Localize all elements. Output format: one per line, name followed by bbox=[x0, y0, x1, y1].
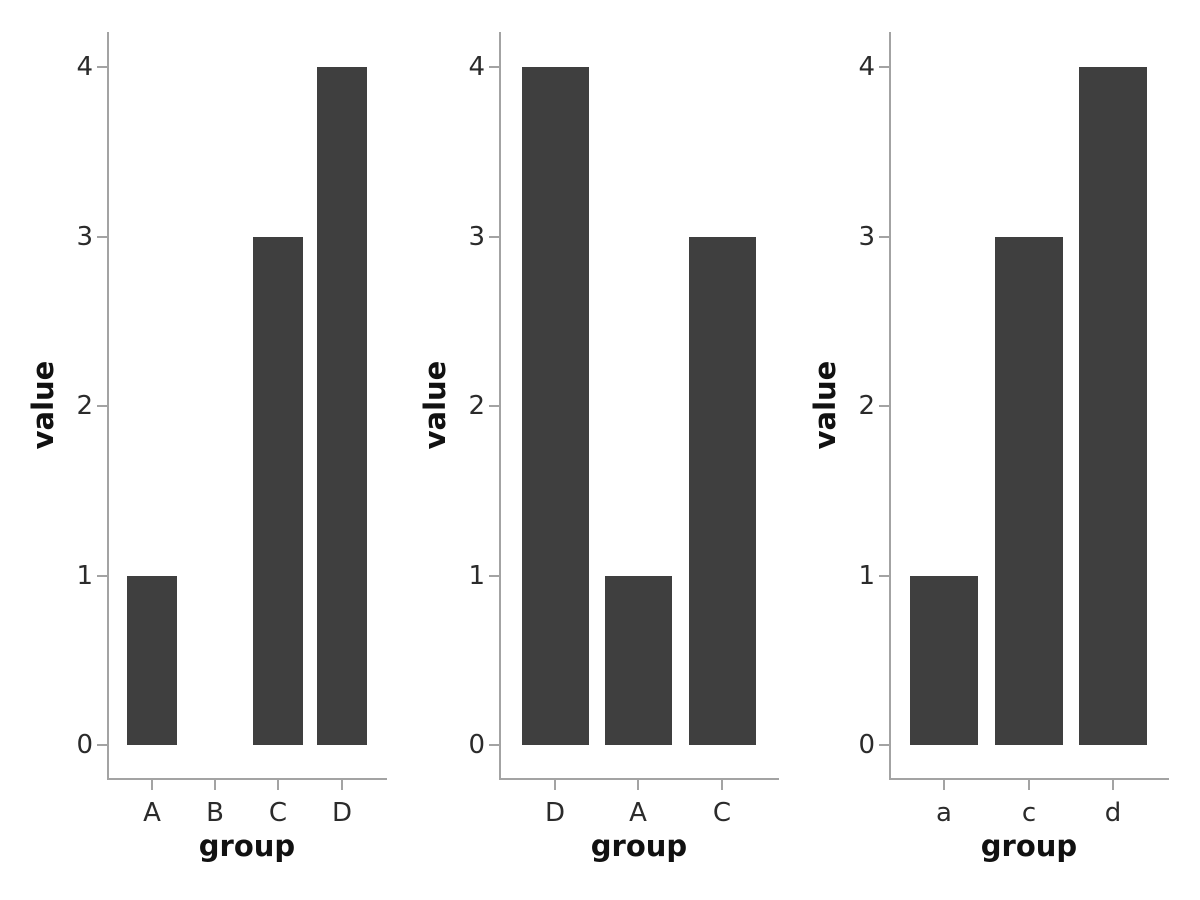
x-tick-label: D bbox=[544, 798, 566, 828]
y-tick bbox=[97, 66, 107, 69]
bar bbox=[1079, 67, 1147, 745]
x-axis-line bbox=[889, 778, 1169, 780]
bar bbox=[688, 236, 756, 745]
y-tick-label: 0 bbox=[468, 730, 485, 760]
bar bbox=[910, 575, 978, 745]
y-axis-title: value bbox=[26, 360, 60, 450]
y-tick bbox=[879, 235, 889, 238]
y-tick bbox=[97, 405, 107, 408]
x-tick bbox=[151, 780, 153, 790]
x-tick bbox=[637, 780, 639, 790]
y-tick-label: 2 bbox=[858, 391, 875, 422]
y-axis-title: value bbox=[418, 360, 452, 450]
y-tick-label: 2 bbox=[468, 391, 485, 422]
x-tick bbox=[721, 780, 723, 790]
y-tick bbox=[879, 574, 889, 577]
y-tick bbox=[489, 574, 499, 577]
x-axis-title: group bbox=[198, 829, 296, 863]
x-tick-label: A bbox=[629, 798, 647, 828]
x-tick bbox=[341, 780, 343, 790]
x-tick-label: A bbox=[143, 798, 161, 828]
y-tick bbox=[879, 66, 889, 69]
bar bbox=[127, 575, 177, 745]
y-tick-label: 4 bbox=[858, 52, 875, 83]
y-tick-label: 3 bbox=[76, 221, 93, 252]
bar bbox=[995, 236, 1063, 745]
x-tick-label: C bbox=[712, 798, 732, 828]
x-axis-title: group bbox=[590, 829, 688, 863]
x-tick bbox=[277, 780, 279, 790]
x-tick bbox=[1028, 780, 1030, 790]
y-tick-label: 1 bbox=[468, 560, 485, 591]
y-axis-line bbox=[499, 32, 501, 780]
y-tick-label: 0 bbox=[858, 730, 875, 760]
x-tick-label: d bbox=[1104, 798, 1122, 828]
y-tick-label: 3 bbox=[468, 221, 485, 252]
y-tick bbox=[489, 235, 499, 238]
x-axis-line bbox=[107, 778, 387, 780]
y-tick bbox=[97, 574, 107, 577]
x-axis-line bbox=[499, 778, 779, 780]
x-axis-title: group bbox=[980, 829, 1078, 863]
y-tick bbox=[97, 235, 107, 238]
bar bbox=[521, 67, 589, 745]
y-tick bbox=[97, 744, 107, 746]
y-tick-label: 4 bbox=[76, 52, 93, 83]
y-tick-label: 1 bbox=[76, 560, 93, 591]
y-axis-title: value bbox=[808, 360, 842, 450]
x-tick-label: a bbox=[936, 798, 952, 828]
y-tick-label: 3 bbox=[858, 221, 875, 252]
y-tick-label: 0 bbox=[76, 730, 93, 760]
x-tick bbox=[943, 780, 945, 790]
bar bbox=[253, 236, 303, 745]
x-tick bbox=[1112, 780, 1114, 790]
y-tick bbox=[879, 405, 889, 408]
x-tick-label: C bbox=[268, 798, 288, 828]
y-tick bbox=[489, 744, 499, 746]
y-tick-label: 4 bbox=[468, 52, 485, 83]
x-tick-label: B bbox=[206, 798, 224, 828]
bar bbox=[317, 67, 367, 745]
y-tick bbox=[879, 744, 889, 746]
y-axis-line bbox=[107, 32, 109, 780]
y-tick bbox=[489, 66, 499, 69]
bar bbox=[604, 575, 672, 745]
x-tick-label: c bbox=[1021, 798, 1037, 828]
x-tick bbox=[214, 780, 216, 790]
y-tick-label: 1 bbox=[858, 560, 875, 591]
y-tick bbox=[489, 405, 499, 408]
x-tick-label: D bbox=[331, 798, 353, 828]
y-axis-line bbox=[889, 32, 891, 780]
y-tick-label: 2 bbox=[76, 391, 93, 422]
x-tick bbox=[554, 780, 556, 790]
